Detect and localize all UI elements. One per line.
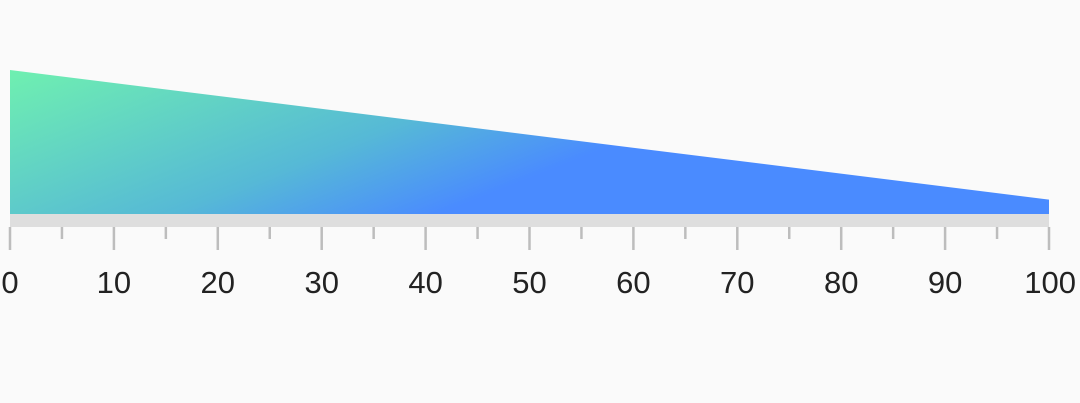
tick-label: 100	[1024, 265, 1076, 300]
tick-label: 70	[720, 265, 754, 300]
gradient-ramp-area	[10, 70, 1049, 214]
tick-labels: 0 10 20 30 40 50 60 70 80 90 100	[1, 265, 1076, 300]
tick-label: 30	[304, 265, 338, 300]
tick-label: 10	[97, 265, 131, 300]
tick-label: 40	[408, 265, 442, 300]
tick-label: 80	[824, 265, 858, 300]
tick-label: 90	[928, 265, 962, 300]
slider-track[interactable]	[10, 214, 1049, 227]
tick-label: 0	[1, 265, 18, 300]
tick-marks	[8, 227, 1051, 250]
tick-label: 60	[616, 265, 650, 300]
tick-label: 50	[512, 265, 546, 300]
tick-label: 20	[201, 265, 235, 300]
